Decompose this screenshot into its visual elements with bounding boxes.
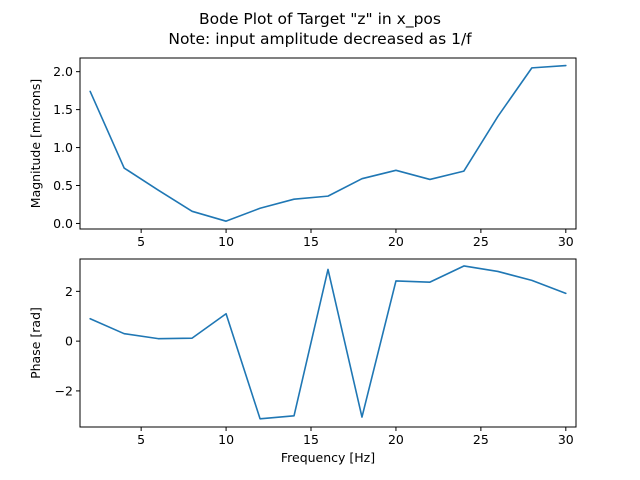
phase-x-axis-label: Frequency [Hz] [281, 450, 375, 465]
magnitude-y-tick-label: 1.5 [53, 102, 73, 117]
magnitude-y-axis-label: Magnitude [microns] [28, 79, 43, 208]
chart-title-line-2: Note: input amplitude decreased as 1/f [168, 30, 472, 48]
phase-y-tick-label: 0 [65, 334, 73, 349]
phase-axes-frame [79, 258, 577, 428]
magnitude-x-tick-label: 10 [218, 234, 234, 249]
phase-x-tick-label: 25 [473, 432, 489, 447]
chart-title-line-1: Bode Plot of Target "z" in x_pos [199, 10, 441, 29]
magnitude-y-tick-label: 1.0 [53, 140, 73, 155]
magnitude-y-tick-label: 2.0 [53, 64, 73, 79]
phase-y-axis-label: Phase [rad] [28, 307, 43, 379]
magnitude-x-tick-label: 15 [303, 234, 319, 249]
phase-y-tick-label: −2 [55, 383, 73, 398]
magnitude-x-tick-label: 30 [558, 234, 574, 249]
phase-x-tick-label: 15 [303, 432, 319, 447]
phase-x-tick-label: 10 [218, 432, 234, 447]
magnitude-x-tick-label: 5 [137, 234, 145, 249]
phase-panel: 5 10 15 20 25 30 −2 0 2 Phase [rad] Frequency [Hz] [28, 258, 577, 465]
magnitude-axes-frame [79, 57, 577, 230]
phase-x-tick-label: 30 [558, 432, 574, 447]
magnitude-x-tick-label: 20 [388, 234, 404, 249]
magnitude-y-tick-label: 0.0 [53, 216, 73, 231]
phase-x-tick-label: 5 [137, 432, 145, 447]
magnitude-y-tick-label: 0.5 [53, 178, 73, 193]
phase-y-tick-label: 2 [65, 284, 73, 299]
phase-x-tick-label: 20 [388, 432, 404, 447]
magnitude-panel: 5 10 15 20 25 30 0.0 0.5 1.0 1.5 2.0 Magnitude [mic… [28, 57, 577, 249]
magnitude-x-tick-label: 25 [473, 234, 489, 249]
